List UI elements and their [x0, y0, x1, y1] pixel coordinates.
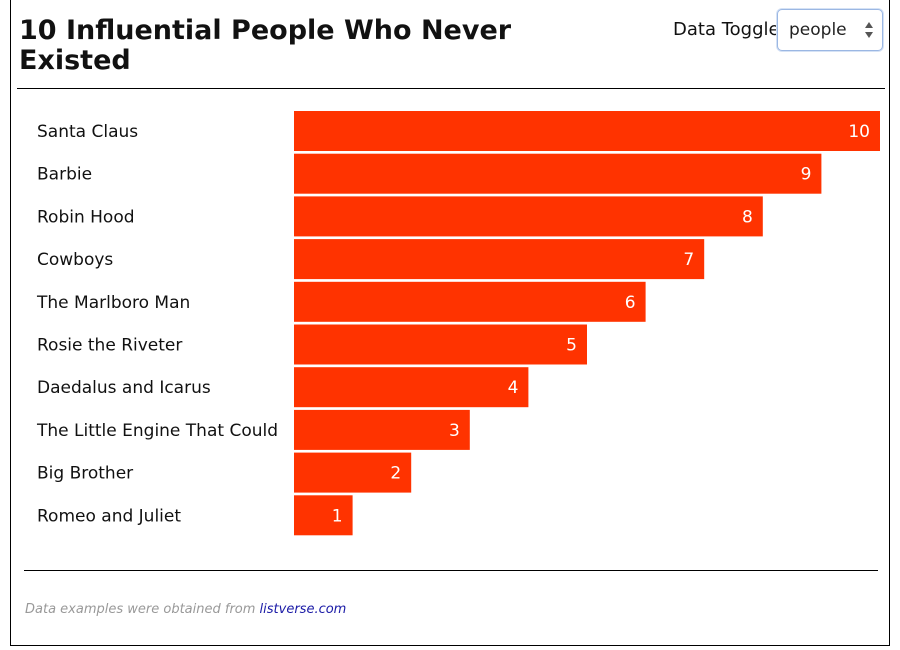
- bar: [294, 281, 646, 322]
- title-divider: [17, 88, 885, 89]
- data-toggle-select[interactable]: people: [777, 9, 883, 51]
- footer-divider: [24, 570, 878, 571]
- chart-title: 10 Influential People Who Never Existed: [19, 15, 512, 76]
- bar: [294, 324, 587, 365]
- category-label: Big Brother: [37, 464, 133, 484]
- category-label: Robin Hood: [37, 207, 135, 227]
- value-label: 1: [332, 506, 343, 526]
- value-label: 6: [625, 293, 636, 313]
- bar: [294, 409, 470, 450]
- bar: [294, 367, 529, 408]
- data-toggle-selected-value: people: [789, 20, 847, 40]
- bar: [294, 153, 822, 194]
- category-label: Daedalus and Icarus: [37, 378, 211, 398]
- source-link[interactable]: listverse.com: [259, 602, 347, 617]
- bar: [294, 196, 763, 237]
- value-label: 9: [801, 165, 812, 185]
- category-label: Romeo and Juliet: [37, 506, 181, 526]
- bar: [294, 239, 705, 280]
- footer-prefix: Data examples were obtained from: [25, 602, 260, 617]
- value-label: 10: [848, 122, 870, 142]
- value-label: 3: [449, 421, 460, 441]
- chart-frame: 10 Influential People Who Never Existed …: [10, 0, 890, 646]
- value-label: 8: [742, 207, 753, 227]
- category-label: Cowboys: [37, 250, 113, 270]
- category-label: Santa Claus: [37, 122, 138, 142]
- bar: [294, 452, 412, 493]
- bar: [294, 495, 353, 536]
- select-arrows-icon: [865, 22, 873, 38]
- category-label: Rosie the Riveter: [37, 336, 182, 356]
- value-label: 7: [683, 250, 694, 270]
- value-label: 4: [508, 378, 519, 398]
- bar-chart: Santa Claus 10 Barbie 9 Robin Hood 8 Cowboys 7 T…: [36, 111, 880, 536]
- footer-note: Data examples were obtained from listver…: [25, 602, 346, 617]
- value-label: 2: [390, 464, 401, 484]
- bar: [294, 111, 880, 151]
- data-toggle-label: Data Toggle: [673, 19, 780, 40]
- category-label: Barbie: [37, 165, 92, 185]
- category-label: The Marlboro Man: [36, 293, 190, 313]
- value-label: 5: [566, 336, 577, 356]
- category-label: The Little Engine That Could: [36, 421, 278, 441]
